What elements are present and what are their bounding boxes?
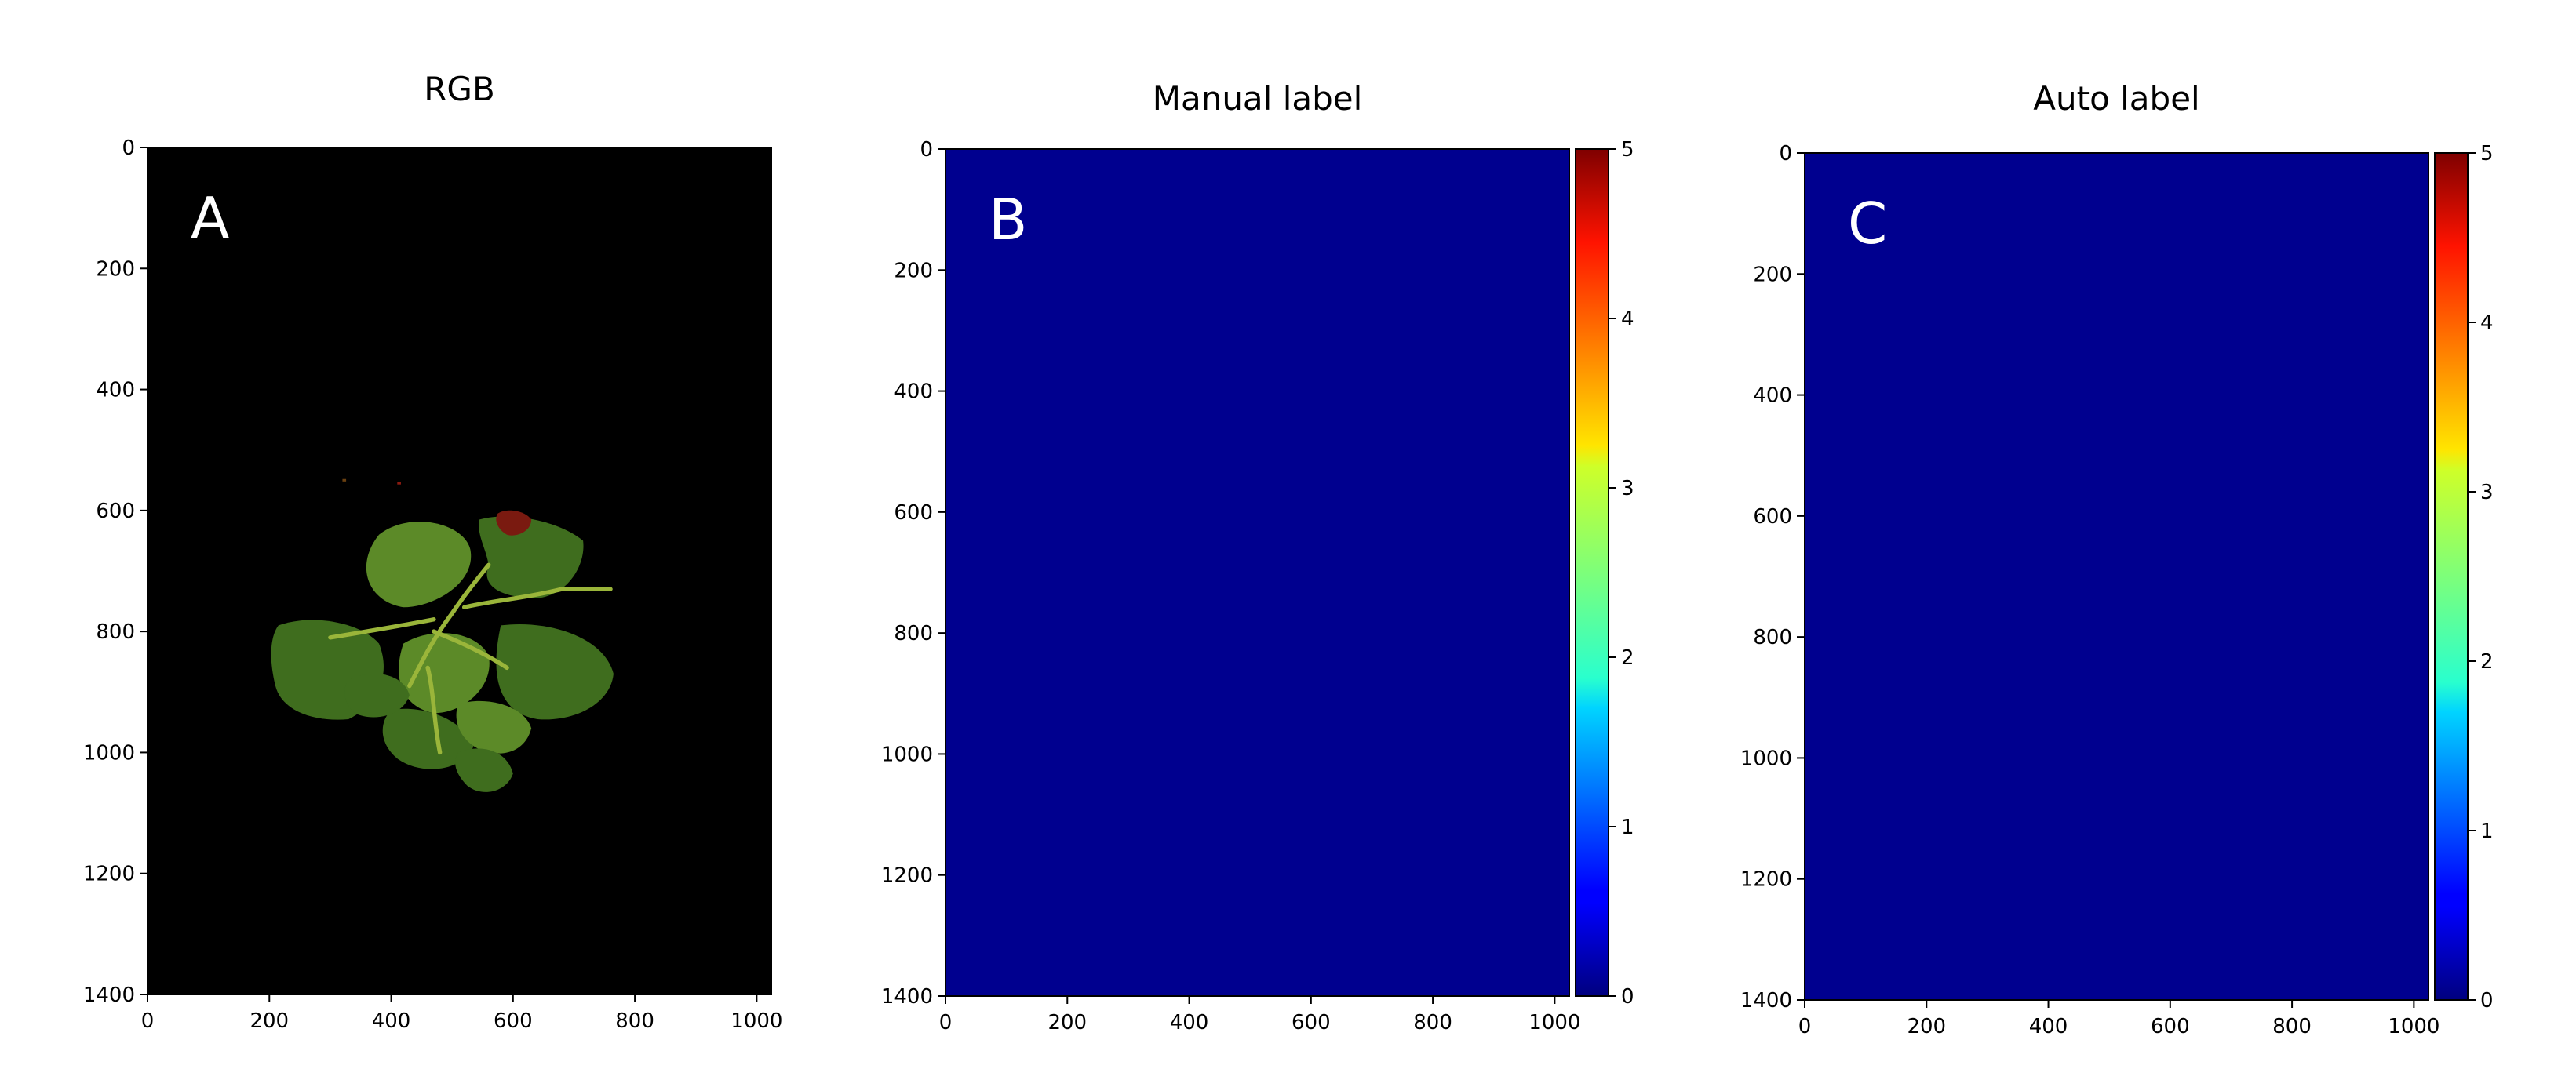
leaf: [366, 522, 472, 608]
x-tick-label: 200: [1907, 1015, 1946, 1038]
colorbar-tick-label: 3: [2480, 481, 2494, 504]
panel-letter: B: [989, 187, 1027, 253]
y-tick-label: 0: [1779, 142, 1792, 165]
axes-frame: [147, 147, 772, 995]
y-tick-label: 1000: [83, 741, 135, 765]
stem: [425, 665, 443, 755]
y-tick-label: 400: [894, 380, 933, 404]
leaf: [455, 748, 513, 792]
panel-title: Auto label: [2033, 79, 2199, 118]
panel-a: RGB A 0 200 400 600 800 1000 1200 1400 0 200 400 600 8…: [83, 70, 783, 1033]
colorbar-tick-label: 4: [1621, 307, 1634, 331]
y-tick-label: 1400: [1740, 989, 1792, 1013]
image-background: [946, 149, 1569, 996]
x-tick-label: 600: [2151, 1015, 2190, 1038]
colorbar-tick-label: 1: [2480, 820, 2494, 843]
colorbar-tick-label: 2: [1621, 646, 1634, 670]
y-tick-label: 1200: [881, 864, 933, 888]
colorbar-tick-label: 5: [1621, 138, 1634, 162]
y-tick-label: 0: [122, 136, 135, 160]
y-tick-label: 200: [96, 257, 135, 281]
x-tick-label: 1000: [731, 1009, 782, 1033]
y-tick-label: 1400: [83, 984, 135, 1007]
colorbar-tick-label: 4: [2480, 311, 2494, 335]
x-tick-label: 1000: [1528, 1011, 1580, 1034]
y-tick-label: 600: [96, 500, 135, 523]
axes-frame: [1804, 152, 2429, 1001]
y-tick-label: 200: [894, 259, 933, 282]
x-tick-label: 0: [1798, 1015, 1812, 1038]
panel-title: RGB: [424, 70, 495, 108]
colorbar: [2434, 152, 2469, 1001]
x-tick-label: 600: [1292, 1011, 1331, 1034]
speckle: [342, 478, 347, 482]
colorbar-tick-label: 0: [2480, 989, 2494, 1013]
panel-letter: A: [191, 185, 229, 251]
panel-letter: C: [1848, 191, 1887, 256]
x-tick-label: 0: [141, 1009, 155, 1033]
x-tick-label: 0: [939, 1011, 953, 1034]
axes-frame: [945, 148, 1570, 997]
stem: [407, 562, 491, 689]
x-tick-label: 400: [2029, 1015, 2068, 1038]
leaf: [399, 633, 490, 714]
y-tick-label: 1000: [1740, 747, 1792, 770]
y-tick-label: 600: [894, 501, 933, 525]
leaf: [479, 516, 584, 598]
speckle: [397, 482, 401, 485]
colorbar-tick-label: 3: [1621, 477, 1634, 500]
image-background: [1805, 153, 2428, 1000]
leaf: [382, 708, 474, 769]
stem: [432, 629, 509, 671]
panel-title: Manual label: [1153, 79, 1363, 118]
y-tick-label: 600: [1753, 505, 1792, 529]
colorbar: [1575, 148, 1609, 997]
plant-image: [271, 478, 614, 792]
colorbar-tick-label: 0: [1621, 985, 1634, 1009]
red-spot: [496, 510, 532, 536]
x-tick-label: 1000: [2388, 1015, 2439, 1038]
leaf: [344, 673, 410, 718]
colorbar-tick-label: 2: [2480, 650, 2494, 674]
leaf: [496, 624, 614, 720]
y-tick-label: 0: [920, 138, 933, 162]
x-tick-label: 200: [1048, 1011, 1087, 1034]
colorbar-tick-label: 5: [2480, 142, 2494, 165]
x-tick-label: 800: [1413, 1011, 1452, 1034]
y-tick-label: 800: [96, 620, 135, 644]
y-tick-label: 200: [1753, 263, 1792, 286]
y-tick-label: 1400: [881, 985, 933, 1009]
x-tick-label: 600: [494, 1009, 533, 1033]
stem: [328, 617, 436, 640]
x-tick-label: 400: [372, 1009, 411, 1033]
y-tick-label: 1200: [1740, 868, 1792, 892]
y-tick-label: 400: [96, 379, 135, 402]
colorbar-tick-label: 1: [1621, 816, 1634, 839]
x-tick-label: 800: [615, 1009, 654, 1033]
y-tick-label: 1200: [83, 863, 135, 886]
x-tick-label: 200: [250, 1009, 289, 1033]
leaf: [456, 700, 532, 754]
y-tick-label: 400: [1753, 384, 1792, 408]
y-tick-label: 800: [894, 622, 933, 645]
x-tick-label: 800: [2272, 1015, 2312, 1038]
y-tick-label: 1000: [881, 743, 933, 766]
x-tick-label: 400: [1170, 1011, 1209, 1034]
stem: [461, 587, 613, 609]
y-tick-label: 800: [1753, 626, 1792, 649]
